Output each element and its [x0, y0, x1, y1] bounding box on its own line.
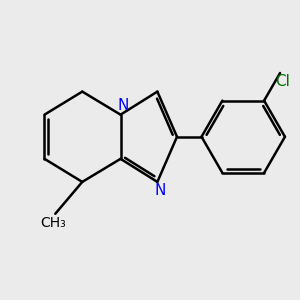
- Text: CH₃: CH₃: [40, 216, 66, 230]
- Text: N: N: [154, 183, 166, 198]
- Text: N: N: [117, 98, 129, 113]
- Text: Cl: Cl: [275, 74, 290, 89]
